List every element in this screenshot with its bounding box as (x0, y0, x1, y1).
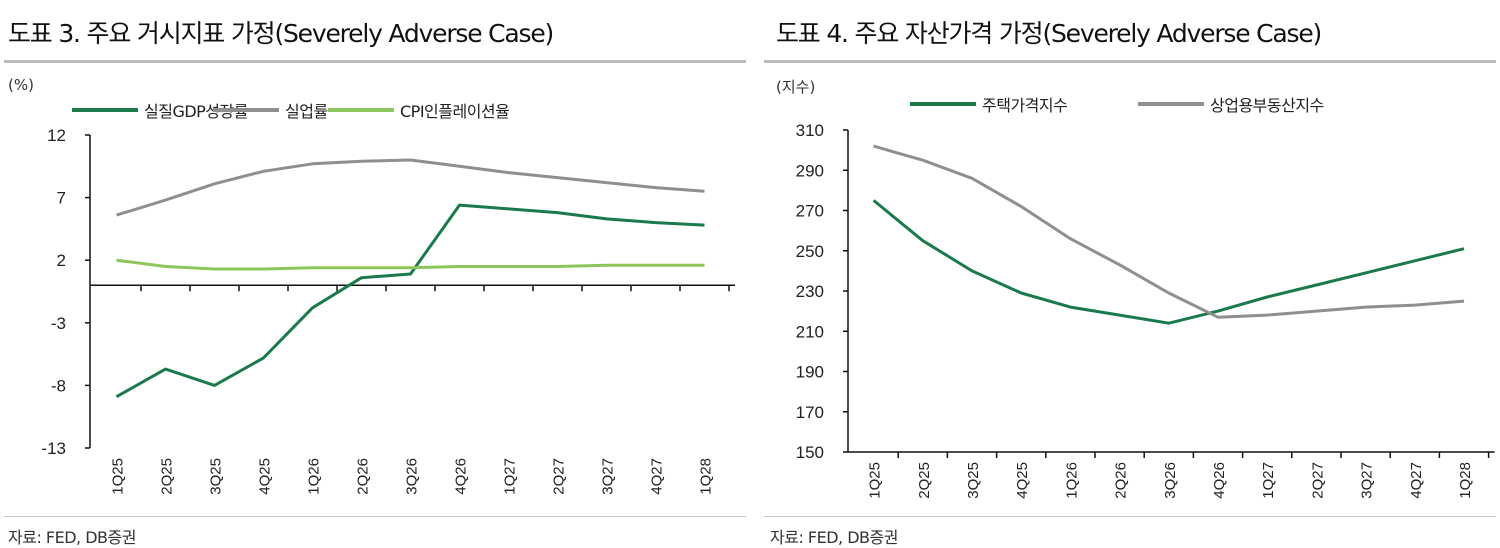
legend-swatch (328, 108, 394, 112)
x-tick-label: 2Q25 (916, 462, 933, 499)
x-tick-label: 4Q25 (257, 458, 274, 495)
x-tick-label: 1Q27 (502, 458, 519, 495)
right-unit-label: (지수) (776, 78, 816, 96)
y-tick-label: 2 (57, 251, 66, 270)
legend-swatch (910, 102, 976, 106)
x-tick-label: 1Q27 (1260, 462, 1277, 499)
x-tick-label: 4Q25 (1014, 462, 1031, 499)
y-tick-label: 7 (57, 189, 66, 208)
right-source: 자료: FED, DB증권 (770, 528, 898, 547)
left-chart-title: 도표 3. 주요 거시지표 가정(Severely Adverse Case) (8, 19, 554, 48)
series-line-1 (872, 199, 1465, 325)
y-tick-label: 210 (796, 322, 824, 341)
right-footer-rule (764, 516, 1496, 517)
left-source: 자료: FED, DB증권 (8, 528, 136, 547)
x-tick-label: 4Q27 (1408, 462, 1425, 499)
y-tick-label: 12 (47, 126, 66, 145)
series-line-3 (116, 258, 705, 271)
x-tick-label: 3Q27 (1359, 462, 1376, 499)
x-tick-label: 2Q27 (1309, 462, 1326, 499)
series-line-2 (873, 144, 1465, 319)
left-legend-item-cpi: CPI인플레이션율 (328, 98, 510, 122)
y-tick-label: -3 (51, 314, 66, 333)
x-tick-label: 1Q28 (698, 458, 715, 495)
x-tick-label: 3Q26 (404, 458, 421, 495)
x-tick-label: 4Q26 (1211, 462, 1228, 499)
x-tick-label: 2Q27 (551, 458, 568, 495)
series-line-1 (115, 203, 705, 399)
y-tick-label: 230 (796, 282, 824, 301)
y-tick-label: 190 (796, 363, 824, 382)
legend-swatch (1138, 102, 1204, 106)
legend-swatch (72, 108, 138, 112)
left-unit-label: (%) (8, 76, 34, 94)
y-tick-label: 270 (796, 202, 824, 221)
legend-swatch (213, 108, 279, 112)
x-tick-label: 2Q26 (355, 458, 372, 495)
x-tick-label: 3Q25 (965, 462, 982, 499)
y-tick-label: 310 (796, 121, 824, 140)
x-tick-label: 4Q26 (453, 458, 470, 495)
y-tick-label: -13 (41, 439, 66, 458)
legend-label: 상업용부동산지수 (1210, 96, 1324, 115)
legend-label: CPI인플레이션율 (400, 102, 510, 121)
x-tick-label: 4Q27 (649, 458, 666, 495)
x-tick-label: 3Q26 (1162, 462, 1179, 499)
left-title-rule (4, 60, 746, 63)
y-tick-label: -8 (51, 376, 66, 395)
y-tick-label: 250 (796, 242, 824, 261)
legend-label: 실질GDP성장률 (144, 102, 248, 121)
left-legend-item-unemployment: 실업률 (213, 98, 328, 122)
x-tick-label: 1Q25 (110, 458, 127, 495)
y-tick-label: 170 (796, 403, 824, 422)
x-tick-label: 1Q25 (867, 462, 884, 499)
series-line-2 (116, 158, 705, 217)
left-footer-rule (4, 516, 746, 517)
x-tick-label: 2Q25 (159, 458, 176, 495)
left-legend-item-gdp: 실질GDP성장률 (72, 98, 248, 122)
legend-label: 주택가격지수 (982, 96, 1068, 115)
right-legend-item-housing: 주택가격지수 (910, 92, 1068, 116)
legend-label: 실업률 (285, 102, 328, 121)
y-tick-label: 290 (796, 161, 824, 180)
x-tick-label: 3Q25 (208, 458, 225, 495)
x-tick-label: 2Q26 (1113, 462, 1130, 499)
right-chart-title: 도표 4. 주요 자산가격 가정(Severely Adverse Case) (776, 19, 1322, 48)
x-tick-label: 1Q28 (1457, 462, 1474, 499)
right-legend-item-commercial: 상업용부동산지수 (1138, 92, 1324, 116)
x-tick-label: 1Q26 (306, 458, 323, 495)
x-tick-label: 3Q27 (600, 458, 617, 495)
right-title-rule (764, 60, 1496, 63)
x-tick-label: 1Q26 (1063, 462, 1080, 499)
y-tick-label: 150 (796, 443, 824, 462)
